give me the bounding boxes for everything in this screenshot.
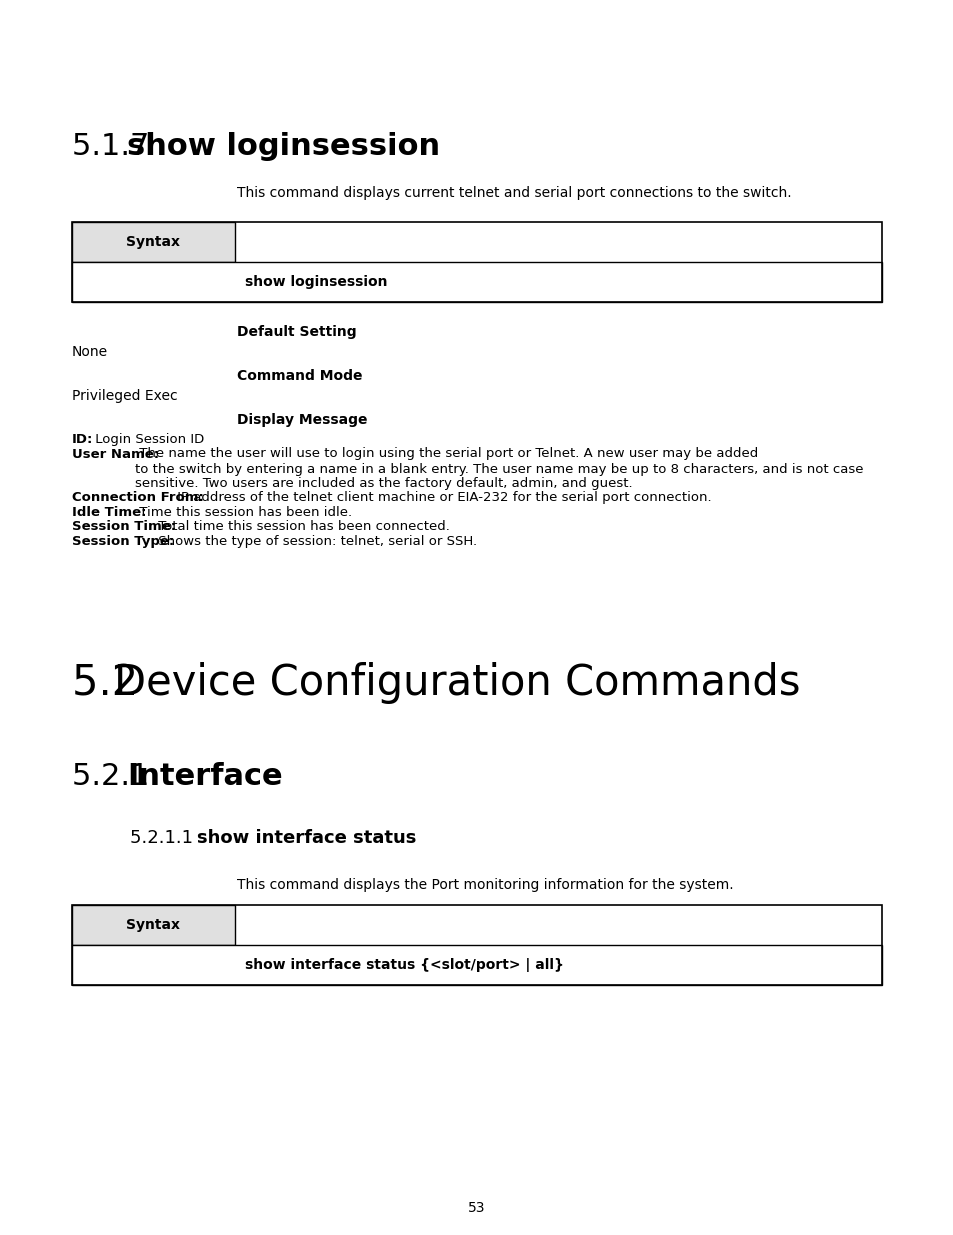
- Text: The name the user will use to login using the serial port or Telnet. A new user : The name the user will use to login usin…: [135, 447, 862, 490]
- Text: This command displays current telnet and serial port connections to the switch.: This command displays current telnet and…: [236, 186, 791, 200]
- Text: Default Setting: Default Setting: [236, 325, 356, 338]
- Text: None: None: [71, 345, 108, 359]
- Text: Display Message: Display Message: [236, 412, 367, 427]
- Text: Device Configuration Commands: Device Configuration Commands: [113, 662, 800, 704]
- Text: Session Time:: Session Time:: [71, 520, 176, 534]
- Bar: [71, 945, 882, 986]
- Text: Interface: Interface: [127, 762, 282, 790]
- Text: Login Session ID: Login Session ID: [91, 433, 204, 446]
- Text: show interface status {<slot/port> | all}: show interface status {<slot/port> | all…: [245, 958, 563, 972]
- Text: show loginsession: show loginsession: [245, 275, 387, 289]
- Bar: [71, 222, 882, 303]
- Bar: [71, 905, 882, 986]
- Text: User Name:: User Name:: [71, 447, 159, 461]
- Bar: [71, 262, 882, 303]
- Text: This command displays the Port monitoring information for the system.: This command displays the Port monitorin…: [236, 878, 733, 892]
- Text: Shows the type of session: telnet, serial or SSH.: Shows the type of session: telnet, seria…: [153, 535, 476, 547]
- Text: 5.2.1.1: 5.2.1.1: [130, 829, 198, 847]
- Text: IP address of the telnet client machine or EIA-232 for the serial port connectio: IP address of the telnet client machine …: [172, 492, 711, 504]
- Text: ID:: ID:: [71, 433, 93, 446]
- Text: Total time this session has been connected.: Total time this session has been connect…: [153, 520, 449, 534]
- Text: Privileged Exec: Privileged Exec: [71, 389, 177, 403]
- Text: show interface status: show interface status: [196, 829, 416, 847]
- Text: show loginsession: show loginsession: [127, 132, 439, 161]
- Text: Idle Time:: Idle Time:: [71, 505, 147, 519]
- Text: Command Mode: Command Mode: [236, 369, 362, 383]
- Bar: [71, 222, 234, 262]
- Text: 5.2.1: 5.2.1: [71, 762, 159, 790]
- Text: 5.1.7: 5.1.7: [71, 132, 159, 161]
- Text: Syntax: Syntax: [127, 918, 180, 932]
- Text: 5.2: 5.2: [71, 662, 152, 704]
- Text: Syntax: Syntax: [127, 235, 180, 249]
- Text: 53: 53: [468, 1200, 485, 1215]
- Text: Connection From:: Connection From:: [71, 492, 204, 504]
- Text: Session Type:: Session Type:: [71, 535, 174, 547]
- Text: Time this session has been idle.: Time this session has been idle.: [135, 505, 352, 519]
- Bar: [71, 905, 234, 945]
